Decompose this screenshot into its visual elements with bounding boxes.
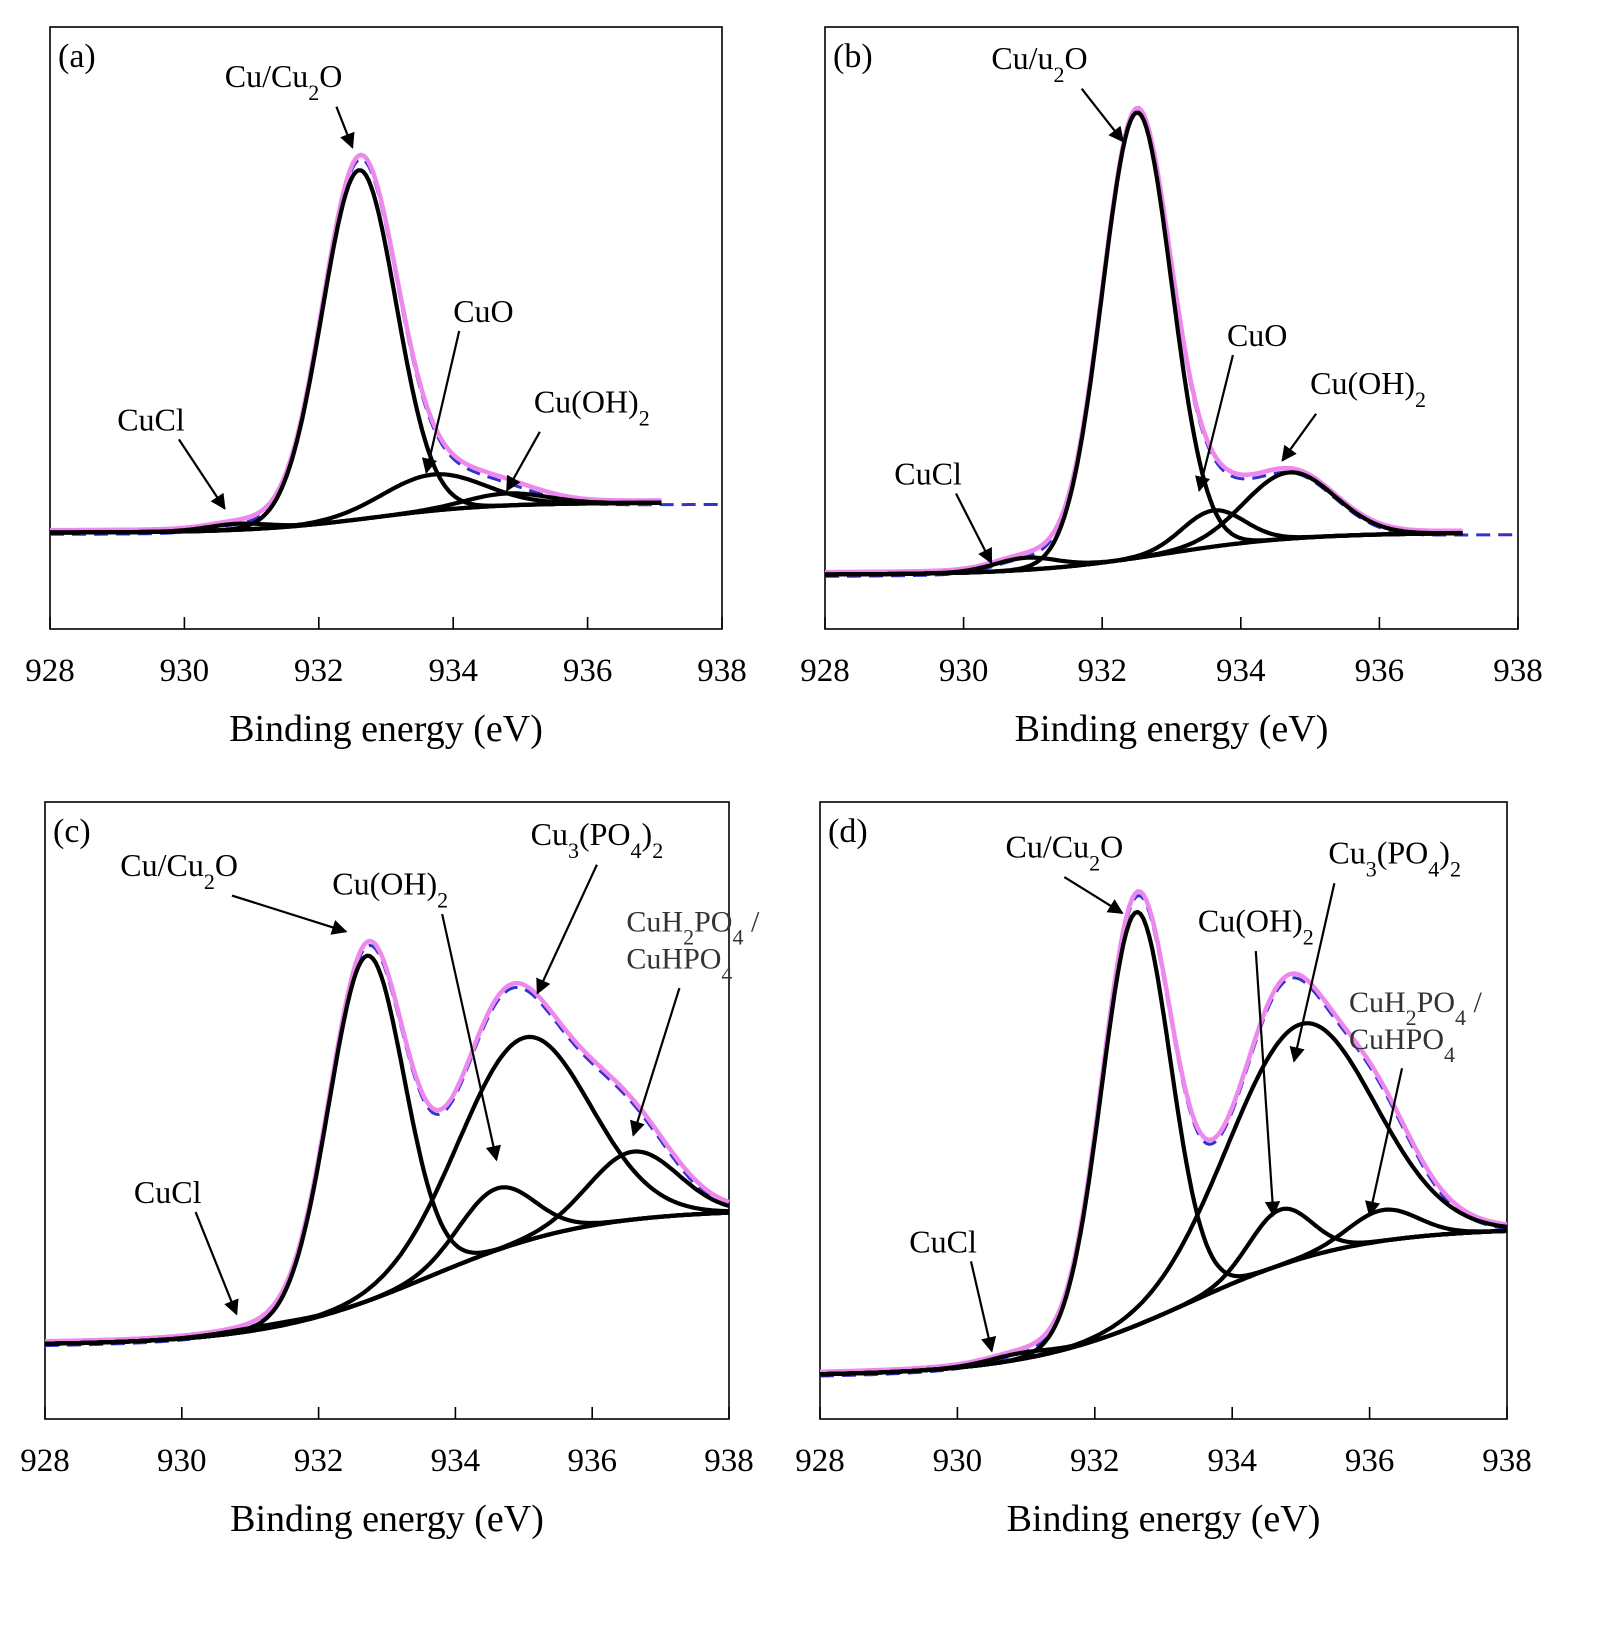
annotation-label: CuO (1227, 317, 1287, 353)
annotation-label: CuCl (117, 401, 185, 437)
x-tick-label: 936 (567, 1443, 617, 1479)
plot-frame (44, 801, 730, 1420)
x-tick-label: 938 (1493, 653, 1543, 689)
annotation-arrow (177, 438, 226, 510)
x-axis-label: Binding energy (eV) (1007, 1498, 1321, 1540)
plot-frame (49, 26, 723, 630)
annotation-label: CuCl (134, 1174, 202, 1210)
component-curve (50, 472, 662, 535)
annotation-label: Cu(OH)2 (1310, 365, 1426, 412)
annotation-arrow (231, 894, 348, 935)
annotation-label: Cu/Cu2O (120, 847, 238, 894)
annotation-label: Cu3(PO4)2 (1328, 835, 1461, 882)
annotation-label: CuH2PO4 / (626, 906, 760, 950)
annotation-arrow (1080, 87, 1124, 143)
annotation-label: CuH2PO4 / (1349, 986, 1483, 1030)
panel-a: 928 930 932 934 936 938 Binding energy (eV) (a)… (25, 26, 747, 750)
panel-label: (d) (828, 813, 868, 850)
x-tick-label: 932 (294, 1443, 344, 1479)
x-axis-label: Binding energy (eV) (229, 708, 543, 750)
component-curve (825, 110, 1463, 577)
x-tick-label: 928 (795, 1443, 845, 1479)
annotation-arrow (536, 864, 598, 995)
component-curve (45, 1210, 730, 1346)
x-tick-label: 938 (704, 1443, 754, 1479)
annotation-label: CuHPO4 (626, 943, 732, 987)
annotation-arrow (1254, 950, 1281, 1217)
annotation-label: Cu(OH)2 (534, 383, 650, 430)
annotation-label: Cu(OH)2 (332, 866, 448, 913)
envelope-curve (45, 938, 730, 1344)
annotation-arrow (1195, 354, 1235, 493)
annotation-label: Cu/Cu2O (225, 58, 343, 105)
annotation-arrow (955, 493, 993, 565)
x-tick-label: 932 (1077, 653, 1127, 689)
annotation-arrow (441, 913, 501, 1162)
plot-frame (824, 26, 1519, 630)
component-curve (50, 491, 662, 535)
annotation-label: CuHPO4 (1349, 1023, 1455, 1067)
x-tick-label: 928 (25, 653, 75, 689)
annotation-arrow (506, 431, 541, 492)
x-tick-label: 930 (939, 653, 989, 689)
envelope-curve (820, 889, 1508, 1374)
panel-label: (b) (833, 38, 873, 75)
x-tick-label: 930 (933, 1443, 983, 1479)
annotation-label: Cu/u2O (991, 40, 1087, 87)
x-axis-label: Binding energy (eV) (1015, 708, 1329, 750)
annotation-arrow (1365, 1068, 1404, 1217)
x-tick-label: 934 (428, 653, 478, 689)
x-tick-label: 936 (563, 653, 613, 689)
x-tick-label: 936 (1355, 653, 1405, 689)
component-curve (45, 1185, 730, 1346)
x-tick-label: 932 (294, 653, 344, 689)
annotation-arrow (969, 1261, 997, 1353)
annotation-arrow (630, 987, 681, 1137)
annotation-arrow (1281, 413, 1317, 462)
x-tick-label: 928 (20, 1443, 70, 1479)
background-curve (45, 1210, 730, 1346)
component-curve (45, 953, 730, 1346)
x-tick-label: 934 (1207, 1443, 1257, 1479)
envelope-curve (50, 152, 662, 533)
experimental-curve (45, 943, 730, 1347)
panel-b: 928 930 932 934 936 938 Binding energy (eV) (b)… (800, 26, 1543, 750)
x-tick-label: 938 (1482, 1443, 1532, 1479)
x-axis-label: Binding energy (eV) (230, 1498, 544, 1540)
envelope-curve (825, 105, 1463, 575)
component-curve (825, 470, 1463, 577)
annotation-arrow (194, 1211, 239, 1316)
component-curve (819, 1021, 1508, 1377)
x-tick-label: 938 (697, 653, 747, 689)
x-tick-label: 930 (160, 653, 210, 689)
x-tick-label: 934 (431, 1443, 481, 1479)
component-curve (45, 1149, 730, 1346)
x-tick-label: 932 (1070, 1443, 1120, 1479)
annotation-label: Cu(OH)2 (1198, 903, 1314, 950)
panel-label: (a) (58, 38, 96, 75)
annotation-arrow (335, 106, 355, 149)
x-tick-label: 934 (1216, 653, 1266, 689)
panel-d: 928 930 932 934 936 938 Binding energy (eV) (d)… (795, 801, 1532, 1540)
x-tick-label: 928 (800, 653, 850, 689)
annotation-arrow (421, 330, 461, 474)
experimental-curve (825, 110, 1519, 578)
annotation-label: CuO (453, 293, 513, 329)
panel-label: (c) (53, 813, 91, 850)
annotation-label: Cu3(PO4)2 (531, 816, 664, 863)
annotation-label: CuCl (909, 1223, 977, 1259)
component-curve (819, 1207, 1508, 1377)
annotation-label: Cu/Cu2O (1005, 829, 1123, 876)
panel-c: 928 930 932 934 936 938 Binding energy (eV) (c)… (20, 801, 760, 1540)
annotation-arrow (1289, 882, 1336, 1063)
annotation-label: CuCl (894, 456, 962, 492)
plot-frame (819, 801, 1508, 1420)
x-tick-label: 930 (157, 1443, 207, 1479)
x-tick-label: 936 (1345, 1443, 1395, 1479)
annotation-arrow (1063, 876, 1124, 914)
component-curve (50, 168, 662, 535)
